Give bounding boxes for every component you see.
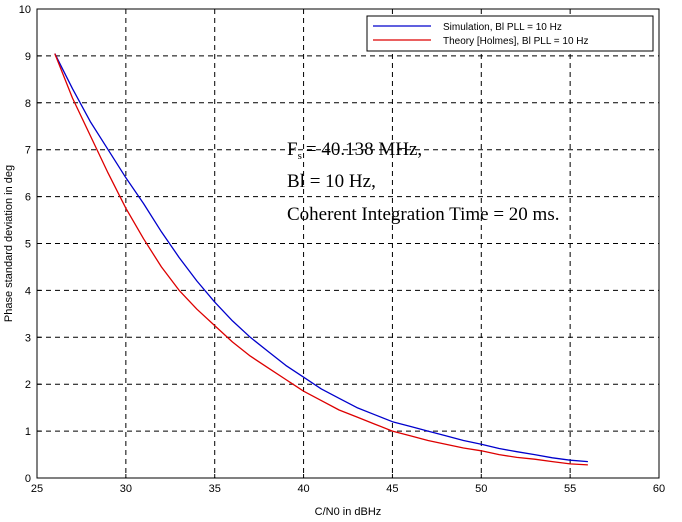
annotation-sampling-frequency: Fs = 40.138 MHz, <box>287 139 422 162</box>
x-tick-label: 40 <box>297 483 309 495</box>
y-tick-label: 10 <box>19 4 31 16</box>
x-tick-label: 45 <box>386 483 398 495</box>
y-tick-label: 3 <box>25 332 31 344</box>
legend-label-simulation: Simulation, Bl PLL = 10 Hz <box>443 22 562 33</box>
simulation-curve <box>54 53 588 463</box>
theory-curve <box>54 53 588 466</box>
annotation-fs-symbol: F <box>287 139 298 160</box>
annotation-loop-bandwidth: Bl = 10 Hz, <box>287 171 376 192</box>
annotation-integration-time: Coherent Integration Time = 20 ms. <box>287 204 559 225</box>
y-axis-label: Phase standard deviation in deg <box>3 165 15 322</box>
legend-label-theory: Theory [Holmes], Bl PLL = 10 Hz <box>443 36 589 47</box>
legend-box <box>366 15 654 52</box>
annotation-fs-value: = 40.138 MHz, <box>306 139 422 160</box>
y-tick-label: 2 <box>25 379 31 391</box>
y-tick-label: 6 <box>25 192 31 204</box>
x-tick-label: 35 <box>209 483 221 495</box>
legend: Simulation, Bl PLL = 10 Hz Theory [Holme… <box>366 15 654 52</box>
x-tick-label: 60 <box>653 483 665 495</box>
x-tick-label: 25 <box>31 483 43 495</box>
x-tick-label: 55 <box>564 483 576 495</box>
x-axis-label: C/N0 in dBHz <box>315 506 382 518</box>
y-tick-label: 5 <box>25 239 31 251</box>
y-tick-label: 7 <box>25 145 31 157</box>
plot-series <box>54 53 588 466</box>
y-tick-label: 9 <box>25 51 31 63</box>
x-tick-label: 30 <box>120 483 132 495</box>
annotation-fs-subscript: s <box>298 150 302 162</box>
annotation-text: Fs = 40.138 MHz, Bl = 10 Hz, Coherent Int… <box>287 139 559 225</box>
grid <box>37 9 659 478</box>
y-tick-label: 0 <box>25 473 31 485</box>
y-tick-label: 8 <box>25 98 31 110</box>
y-tick-label: 1 <box>25 426 31 438</box>
x-tick-label: 50 <box>475 483 487 495</box>
y-tick-label: 4 <box>25 285 31 297</box>
